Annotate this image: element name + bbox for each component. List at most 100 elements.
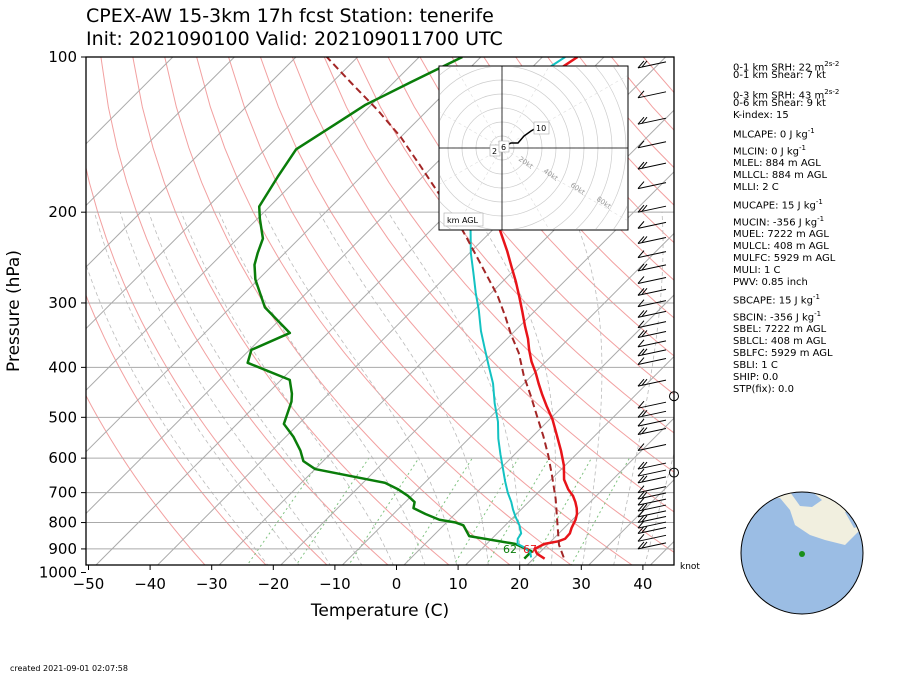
x-tick-label: −30 [196, 575, 228, 593]
dry-adiabat [100, 57, 389, 565]
y-tick-label: 100 [48, 48, 77, 66]
mixing-ratio-line [295, 457, 370, 565]
surface-dewpoint-label: 62 [503, 543, 517, 556]
x-tick-label: 10 [449, 575, 468, 593]
dry-adiabat [164, 57, 511, 565]
wind-barb [637, 310, 667, 318]
idx-pwv: PWV: 0.85 inch [733, 277, 808, 288]
y-tick-label: 500 [48, 408, 77, 426]
wind-barb [637, 520, 667, 529]
wind-barb [637, 330, 667, 338]
mixing-ratio-line [453, 457, 519, 565]
dewpoint-profile [246, 57, 533, 560]
y-tick-label: 1000 [39, 564, 77, 582]
wind-barb [637, 250, 667, 259]
idx-muel: MUEL: 7222 m AGL [733, 229, 829, 240]
idx-mlcin: MLCIN: 0 J kg-1 [733, 144, 806, 158]
surface-temperature-label: 67 [523, 543, 537, 556]
wind-units-label: knot [680, 562, 700, 572]
station-location-marker [799, 551, 805, 557]
dry-adiabat [259, 57, 674, 553]
dry-adiabat [355, 57, 674, 434]
wind-barb [637, 288, 667, 296]
axis-ticks: −50 −40 −30 −20 −10 0 10 20 30 40 100 200 300 400 500 6… [39, 48, 653, 593]
idx-sbli: SBLI: 1 C [733, 360, 778, 371]
idx-sbel: SBEL: 7222 m AGL [733, 324, 827, 335]
x-tick-label: −50 [73, 575, 105, 593]
isotherm [588, 479, 674, 565]
dry-adiabat [483, 57, 674, 281]
wind-barb [637, 60, 667, 69]
y-tick-label: 200 [48, 203, 77, 221]
isotherm [464, 355, 674, 565]
y-tick-label: 600 [48, 449, 77, 467]
hodograph-inset: 20kt 40kt 60kt 80kt 2 6 10 km AGL [438, 65, 629, 231]
moist-adiabat [318, 211, 489, 565]
wind-barb [637, 236, 667, 244]
idx-mlel: MLEL: 884 m AGL [733, 158, 821, 169]
idx-kindex: K-index: 15 [733, 110, 789, 121]
idx-mllcl: MLLCL: 884 m AGL [733, 170, 828, 181]
wind-barb [637, 221, 667, 229]
isotherm [86, 57, 235, 207]
wind-barb [637, 526, 667, 534]
idx-shear01: 0-1 km Shear: 7 kt [733, 70, 826, 81]
y-axis-label: Pressure (hPa) [4, 250, 24, 372]
x-tick-label: −10 [319, 575, 351, 593]
isotherm [403, 294, 674, 565]
dry-adiabat [86, 294, 267, 565]
y-tick-label: 800 [48, 514, 77, 532]
wind-barb [637, 378, 667, 387]
moist-adiabat [86, 263, 269, 565]
idx-srh01: 0-1 km SRH: 22 m2s-2 [733, 60, 840, 74]
x-tick-label: 0 [392, 575, 402, 593]
y-tick-label: 900 [48, 540, 77, 558]
x-tick-label: −40 [134, 575, 166, 593]
wind-barb [637, 140, 667, 149]
idx-mlcape: MLCAPE: 0 J kg-1 [733, 127, 815, 141]
wind-barb [637, 204, 667, 213]
globe-locator [740, 491, 864, 615]
moist-adiabat [94, 212, 300, 565]
y-tick-label: 400 [48, 358, 77, 376]
hodo-marker-6: 6 [501, 143, 506, 152]
wind-barb [637, 357, 667, 366]
wind-barb [637, 418, 667, 427]
wind-barb [637, 276, 667, 284]
wind-barb [637, 400, 667, 409]
idx-ship: SHIP: 0.0 [733, 372, 779, 383]
moist-adiabat [119, 212, 331, 565]
mixing-ratio-line [530, 457, 592, 565]
idx-mlli: MLLI: 2 C [733, 182, 779, 193]
idx-sbcin: SBCIN: -356 J kg-1 [733, 310, 822, 324]
moist-adiabat [263, 212, 458, 565]
wind-barb [637, 90, 667, 99]
wind-barb [637, 503, 667, 512]
dry-adiabat [196, 57, 572, 565]
dry-adiabat [86, 394, 206, 565]
wind-barb [637, 485, 667, 494]
wind-barb [637, 475, 667, 484]
chart-title-line1: CPEX-AW 15-3km 17h fcst Station: tenerif… [86, 5, 494, 27]
wind-barb [637, 339, 667, 348]
wind-barb [637, 116, 667, 125]
wind-barb [637, 161, 667, 170]
idx-mucape: MUCAPE: 15 J kg-1 [733, 198, 823, 212]
dry-adiabat [419, 57, 674, 357]
idx-sblcl: SBLCL: 408 m AGL [733, 336, 827, 347]
isotherm [280, 171, 674, 565]
dry-adiabat [451, 57, 674, 319]
plot-frame [85, 56, 675, 566]
parcel-profile [326, 57, 565, 558]
x-tick-label: 40 [633, 575, 652, 593]
calm-wind-circle [669, 391, 679, 402]
calm-wind-circle [669, 467, 679, 478]
wind-barb [637, 509, 667, 518]
idx-sbcape: SBCAPE: 15 J kg-1 [733, 293, 820, 307]
isotherm [86, 57, 297, 268]
wind-barb [637, 468, 667, 477]
created-timestamp: created 2021-09-01 02:07:58 [10, 664, 128, 673]
isotherm [341, 232, 674, 565]
idx-sblfc: SBLFC: 5929 m AGL [733, 348, 833, 359]
x-tick-label: 30 [572, 575, 591, 593]
